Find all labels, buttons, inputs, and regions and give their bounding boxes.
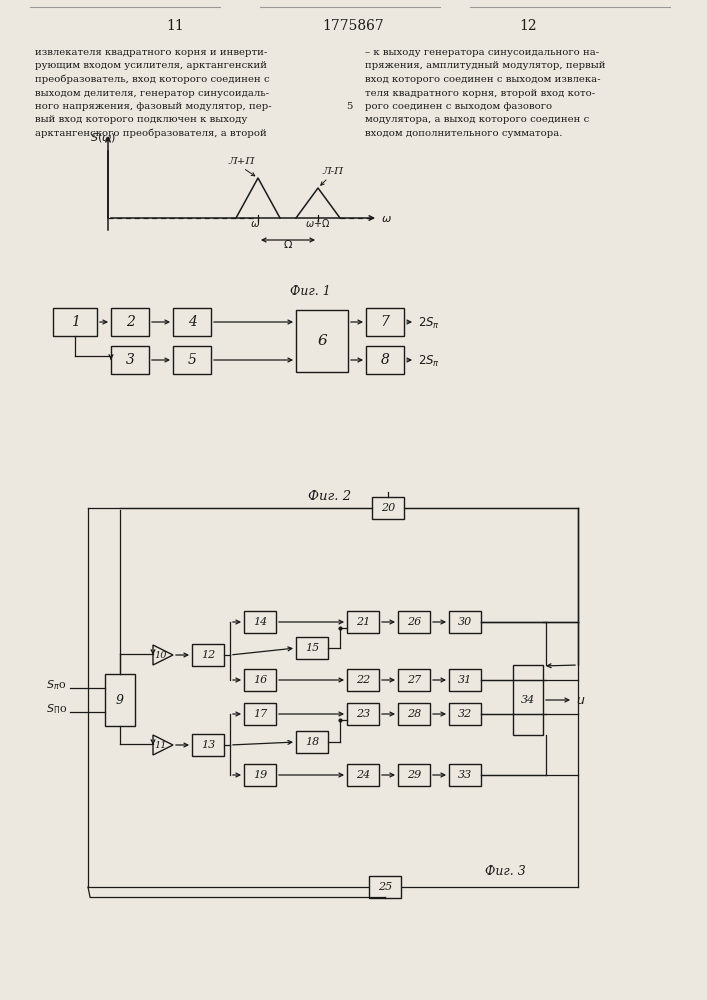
Text: извлекателя квадратного корня и инверти-: извлекателя квадратного корня и инверти-	[35, 48, 267, 57]
Text: 21: 21	[356, 617, 370, 627]
Bar	[366, 308, 404, 336]
Text: 10: 10	[155, 650, 168, 660]
Text: $\omega$: $\omega$	[250, 219, 260, 229]
Text: 9: 9	[116, 694, 124, 706]
Bar	[366, 346, 404, 374]
Bar	[398, 703, 430, 725]
Text: 31: 31	[458, 675, 472, 685]
Text: $S(\omega)$: $S(\omega)$	[90, 131, 116, 144]
Text: 1775867: 1775867	[322, 19, 384, 33]
Bar	[449, 611, 481, 633]
Text: 6: 6	[317, 334, 327, 348]
Text: 18: 18	[305, 737, 319, 747]
Text: 5: 5	[187, 353, 197, 367]
Text: 34: 34	[521, 695, 535, 705]
Text: вый вход которого подключен к выходу: вый вход которого подключен к выходу	[35, 115, 247, 124]
Bar	[398, 669, 430, 691]
Text: 5: 5	[346, 102, 352, 111]
Bar	[296, 731, 328, 753]
Text: $u$: $u$	[576, 694, 585, 708]
Text: $S_{\pi}$о: $S_{\pi}$о	[46, 678, 66, 692]
Text: 11: 11	[166, 19, 184, 33]
Bar	[449, 703, 481, 725]
Text: модулятора, а выход которого соединен с: модулятора, а выход которого соединен с	[365, 115, 589, 124]
Text: 28: 28	[407, 709, 421, 719]
Text: $\Omega$: $\Omega$	[283, 238, 293, 250]
Bar	[192, 734, 224, 756]
Text: рующим входом усилителя, арктангенский: рующим входом усилителя, арктангенский	[35, 62, 267, 70]
Text: 27: 27	[407, 675, 421, 685]
Text: ного напряжения, фазовый модулятор, пер-: ного напряжения, фазовый модулятор, пер-	[35, 102, 271, 111]
Text: $2S_{\pi}$: $2S_{\pi}$	[418, 353, 440, 369]
Bar	[347, 764, 379, 786]
Bar	[347, 669, 379, 691]
Text: 12: 12	[519, 19, 537, 33]
Bar	[105, 674, 135, 726]
Text: 7: 7	[380, 315, 390, 329]
Bar	[244, 669, 276, 691]
Text: 32: 32	[458, 709, 472, 719]
Text: Фиг. 2: Фиг. 2	[308, 490, 351, 503]
Bar	[369, 876, 401, 898]
Text: 26: 26	[407, 617, 421, 627]
Text: 14: 14	[253, 617, 267, 627]
Text: 17: 17	[253, 709, 267, 719]
Text: 30: 30	[458, 617, 472, 627]
Bar	[449, 669, 481, 691]
Text: – к выходу генератора синусоидального на-: – к выходу генератора синусоидального на…	[365, 48, 599, 57]
Text: 3: 3	[126, 353, 134, 367]
Text: $\omega{+}\Omega$: $\omega{+}\Omega$	[305, 217, 331, 229]
Text: 29: 29	[407, 770, 421, 780]
Text: 15: 15	[305, 643, 319, 653]
Text: 19: 19	[253, 770, 267, 780]
Bar	[111, 346, 149, 374]
Text: теля квадратного корня, второй вход кото-: теля квадратного корня, второй вход кото…	[365, 89, 595, 98]
Bar	[244, 703, 276, 725]
Text: Фиг. 3: Фиг. 3	[485, 865, 526, 878]
Text: Л-П: Л-П	[322, 167, 343, 176]
Bar	[244, 611, 276, 633]
Bar	[398, 764, 430, 786]
Bar	[372, 497, 404, 519]
Text: арктангенского преобразователя, а второй: арктангенского преобразователя, а второй	[35, 129, 267, 138]
Text: выходом делителя, генератор синусоидаль-: выходом делителя, генератор синусоидаль-	[35, 89, 269, 98]
Bar	[398, 611, 430, 633]
Text: 1: 1	[71, 315, 79, 329]
Text: пряжения, амплитудный модулятор, первый: пряжения, амплитудный модулятор, первый	[365, 62, 605, 70]
Bar	[111, 308, 149, 336]
Text: рого соединен с выходом фазового: рого соединен с выходом фазового	[365, 102, 552, 111]
Bar	[347, 611, 379, 633]
Text: 33: 33	[458, 770, 472, 780]
Text: 8: 8	[380, 353, 390, 367]
Text: входом дополнительного сумматора.: входом дополнительного сумматора.	[365, 129, 563, 138]
Text: 24: 24	[356, 770, 370, 780]
Text: вход которого соединен с выходом извлека-: вход которого соединен с выходом извлека…	[365, 75, 600, 84]
Text: Л+П: Л+П	[228, 157, 255, 166]
Text: 12: 12	[201, 650, 215, 660]
Text: $S_{\Pi}$о: $S_{\Pi}$о	[46, 702, 67, 716]
Text: 23: 23	[356, 709, 370, 719]
Bar	[513, 665, 543, 735]
Text: 2: 2	[126, 315, 134, 329]
Bar	[173, 346, 211, 374]
Bar	[244, 764, 276, 786]
Bar	[449, 764, 481, 786]
Bar	[192, 644, 224, 666]
Bar	[296, 637, 328, 659]
Text: $2S_{\pi}$: $2S_{\pi}$	[418, 315, 440, 331]
Text: 13: 13	[201, 740, 215, 750]
Text: 22: 22	[356, 675, 370, 685]
Text: 20: 20	[381, 503, 395, 513]
Text: 25: 25	[378, 882, 392, 892]
Bar	[173, 308, 211, 336]
Text: 11: 11	[155, 740, 168, 750]
Bar	[296, 310, 348, 372]
Text: Фиг. 1: Фиг. 1	[290, 285, 330, 298]
Text: 16: 16	[253, 675, 267, 685]
Text: 4: 4	[187, 315, 197, 329]
Text: преобразователь, вход которого соединен с: преобразователь, вход которого соединен …	[35, 75, 269, 85]
Text: $\omega$: $\omega$	[381, 214, 392, 224]
Bar	[347, 703, 379, 725]
Bar	[53, 308, 97, 336]
